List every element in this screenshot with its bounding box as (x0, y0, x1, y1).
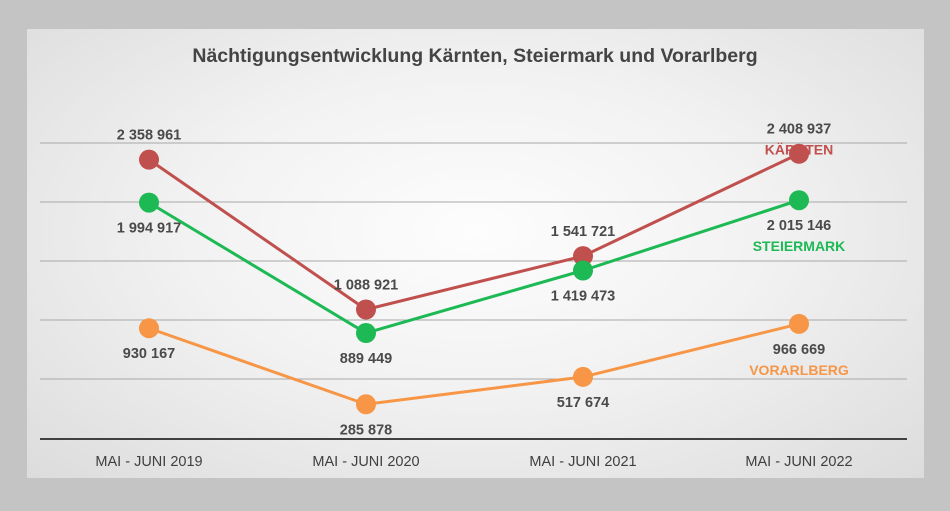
data-point (356, 299, 376, 320)
data-point (356, 394, 376, 415)
data-point (789, 190, 809, 211)
data-label: 966 669 (773, 342, 825, 358)
data-point (356, 323, 376, 344)
x-tick-label: MAI - JUNI 2020 (312, 454, 419, 470)
data-point (139, 149, 159, 170)
series-line-vorarlberg (148, 322, 800, 406)
data-label: 2 408 937 (767, 122, 832, 138)
data-label: 285 878 (340, 422, 392, 438)
data-label: 2 358 961 (117, 128, 182, 144)
series-points (139, 143, 809, 415)
line-chart: Nächtigungsentwicklung Kärnten, Steierma… (40, 45, 907, 470)
data-point (139, 318, 159, 339)
series-line-steiermark (148, 198, 800, 335)
chart-frame: Nächtigungsentwicklung Kärnten, Steierma… (27, 29, 924, 478)
data-label: 1 994 917 (117, 221, 182, 237)
data-point (139, 192, 159, 213)
data-label: 889 449 (340, 351, 392, 367)
data-label: 1 541 721 (551, 224, 616, 240)
data-point (573, 260, 593, 281)
data-label: 1 088 921 (334, 278, 399, 294)
data-point (789, 313, 809, 334)
data-point (573, 246, 593, 267)
data-labels: 2 358 961 1 088 921 1 541 721 2 408 937 KÄRN… (117, 122, 849, 439)
data-point (573, 366, 593, 387)
data-label: 930 167 (123, 346, 175, 362)
chart-title: Nächtigungsentwicklung Kärnten, Steierma… (192, 45, 757, 67)
data-label: 517 674 (557, 395, 609, 411)
gridlines (40, 142, 907, 380)
x-tick-label: MAI - JUNI 2019 (95, 454, 202, 470)
data-label: 2 015 146 (767, 218, 832, 234)
series-line-kärnten (148, 152, 800, 312)
x-axis: MAI - JUNI 2019 MAI - JUNI 2020 MAI - JUNI… (40, 438, 907, 470)
series-name-label: KÄRNTEN (765, 142, 833, 158)
series-name-label: STEIERMARK (753, 238, 846, 254)
data-point (789, 143, 809, 164)
data-label: 1 419 473 (551, 289, 616, 305)
series-name-label: VORARLBERG (749, 362, 849, 378)
series-lines (148, 152, 800, 406)
x-tick-label: MAI - JUNI 2022 (745, 454, 852, 470)
x-tick-label: MAI - JUNI 2021 (529, 454, 636, 470)
